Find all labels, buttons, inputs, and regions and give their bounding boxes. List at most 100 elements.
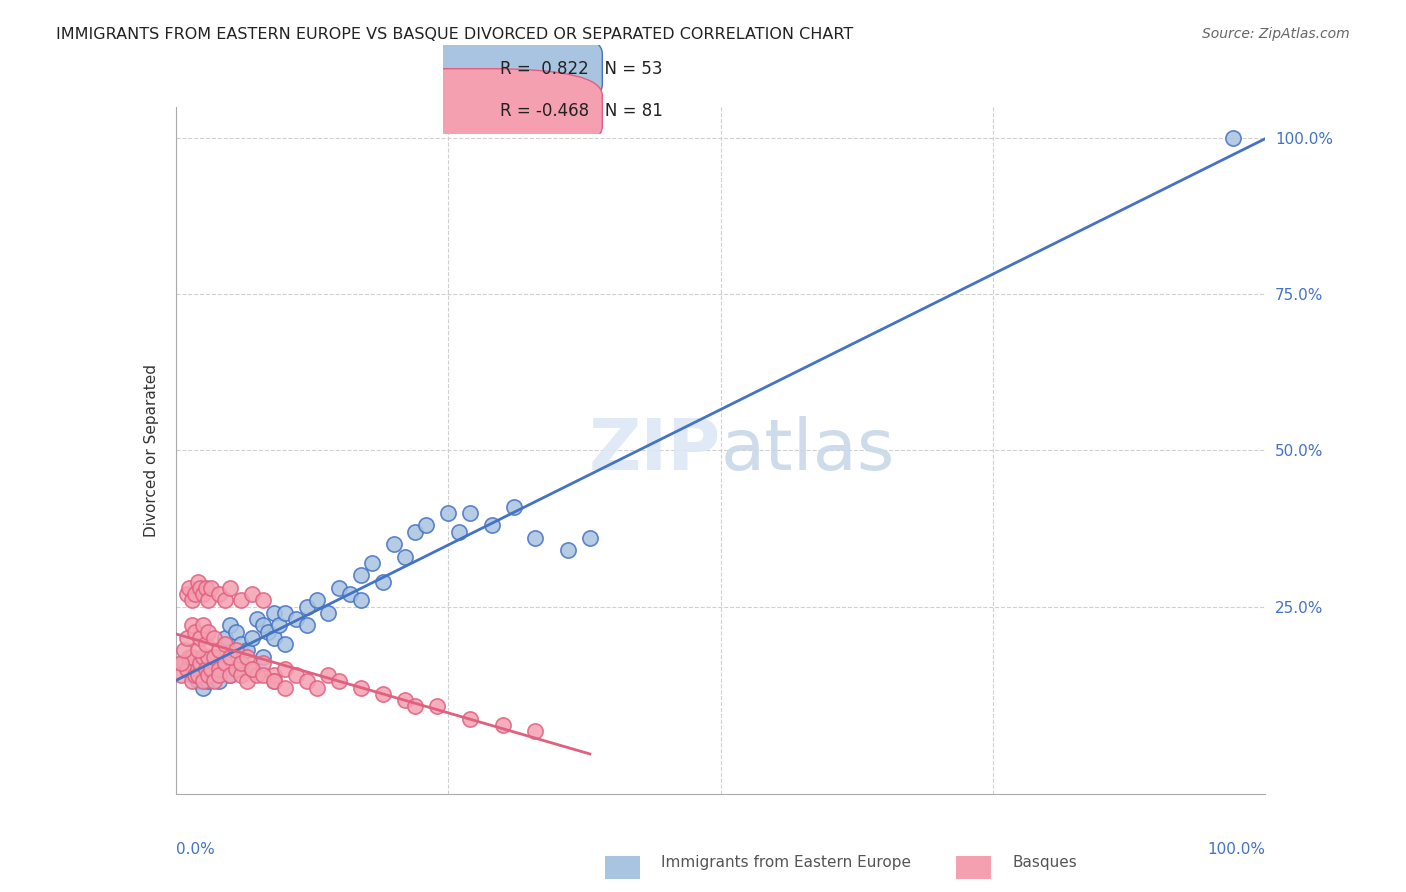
Point: [235, 643, 257, 657]
Point: [240, 662, 263, 676]
Point: [246, 612, 269, 626]
Point: [186, 668, 209, 682]
Point: [405, 699, 427, 714]
Point: [307, 681, 329, 695]
Text: R =  0.822   N = 53: R = 0.822 N = 53: [501, 60, 662, 78]
Point: [188, 631, 211, 645]
Point: [225, 624, 247, 639]
Point: [197, 624, 219, 639]
Point: [350, 681, 373, 695]
Point: [184, 587, 207, 601]
Point: [181, 618, 204, 632]
Point: [200, 581, 222, 595]
Text: Basques: Basques: [1012, 855, 1077, 870]
Point: [208, 656, 231, 670]
Point: [557, 543, 579, 558]
Point: [181, 593, 204, 607]
Point: [181, 674, 204, 689]
FancyBboxPatch shape: [595, 849, 650, 885]
Point: [214, 656, 236, 670]
Point: [447, 524, 470, 539]
Point: [257, 624, 280, 639]
Point: [184, 624, 207, 639]
Point: [252, 593, 274, 607]
Point: [263, 631, 285, 645]
Point: [170, 668, 193, 682]
Point: [176, 662, 198, 676]
Point: [184, 668, 207, 682]
Point: [186, 656, 209, 670]
Point: [219, 618, 242, 632]
Point: [246, 668, 269, 682]
Point: [225, 662, 247, 676]
Text: atlas: atlas: [721, 416, 896, 485]
Point: [252, 649, 274, 664]
Point: [371, 574, 394, 589]
Point: [274, 606, 297, 620]
Point: [235, 649, 257, 664]
Point: [274, 681, 297, 695]
Point: [318, 606, 340, 620]
Point: [225, 643, 247, 657]
Point: [197, 668, 219, 682]
Point: [170, 656, 193, 670]
Point: [186, 674, 209, 689]
Point: [394, 693, 416, 707]
Point: [295, 618, 318, 632]
Point: [284, 668, 307, 682]
Point: [197, 668, 219, 682]
Point: [186, 574, 209, 589]
Point: [524, 531, 547, 545]
Point: [208, 674, 231, 689]
Point: [191, 587, 214, 601]
Point: [415, 518, 437, 533]
Point: [1222, 131, 1244, 145]
Point: [240, 631, 263, 645]
Point: [219, 649, 242, 664]
Point: [240, 587, 263, 601]
Point: [202, 662, 225, 676]
Point: [177, 649, 200, 664]
Point: [394, 549, 416, 564]
Point: [458, 506, 481, 520]
Point: [231, 593, 253, 607]
Point: [328, 581, 350, 595]
Point: [176, 662, 198, 676]
Point: [231, 637, 253, 651]
Point: [200, 662, 222, 676]
Point: [176, 587, 198, 601]
Point: [191, 618, 214, 632]
Point: [318, 668, 340, 682]
Point: [202, 674, 225, 689]
Point: [191, 649, 214, 664]
Point: [492, 718, 515, 732]
Point: [295, 599, 318, 614]
Point: [274, 637, 297, 651]
Point: [328, 674, 350, 689]
Point: [371, 687, 394, 701]
Point: [208, 668, 231, 682]
Point: [295, 674, 318, 689]
Point: [181, 649, 204, 664]
Point: [195, 662, 218, 676]
Text: Immigrants from Eastern Europe: Immigrants from Eastern Europe: [661, 855, 911, 870]
Point: [274, 662, 297, 676]
Point: [231, 662, 253, 676]
Point: [382, 537, 405, 551]
Point: [502, 500, 524, 514]
Point: [252, 618, 274, 632]
Point: [173, 656, 195, 670]
Point: [191, 662, 214, 676]
Point: [263, 606, 285, 620]
Point: [426, 699, 449, 714]
Point: [263, 668, 285, 682]
Point: [269, 618, 291, 632]
Point: [173, 643, 195, 657]
Point: [579, 531, 602, 545]
Point: [360, 556, 382, 570]
Point: [191, 681, 214, 695]
Point: [214, 637, 236, 651]
Point: [214, 593, 236, 607]
Point: [284, 612, 307, 626]
Point: [202, 649, 225, 664]
